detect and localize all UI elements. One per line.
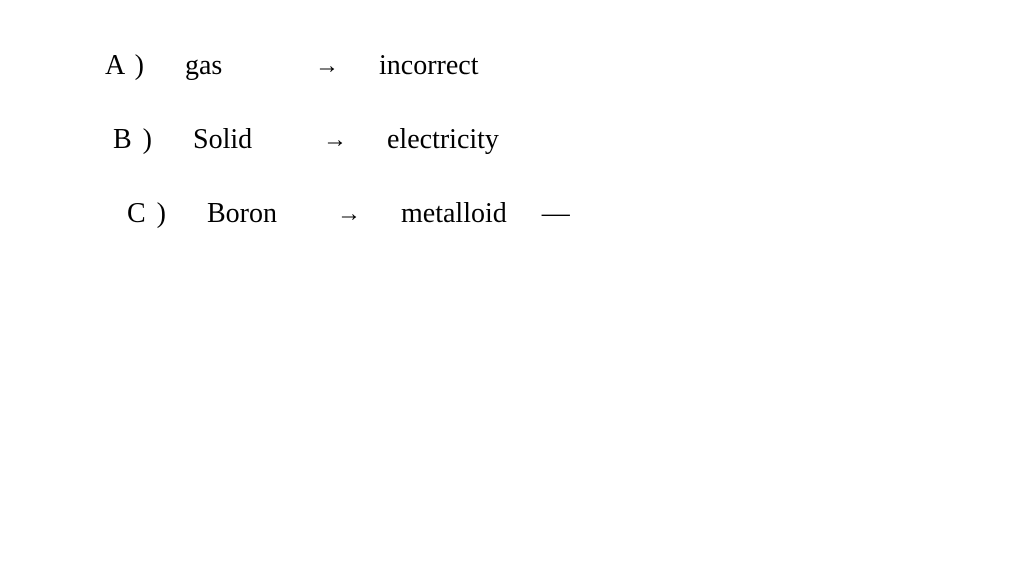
line-result: incorrect <box>379 50 479 82</box>
arrow-icon: → <box>323 127 347 154</box>
line-term: Boron <box>207 198 307 230</box>
note-line-b: B ) Solid → electricity <box>113 124 568 156</box>
line-label: A ) <box>105 50 175 82</box>
line-result: electricity <box>387 124 499 156</box>
line-result: metalloid <box>401 198 507 230</box>
trailing-dash: — <box>542 198 568 230</box>
note-line-c: C ) Boron → metalloid — <box>127 198 568 230</box>
handwritten-notes: A ) gas → incorrect B ) Solid → electric… <box>105 50 568 272</box>
line-term: gas <box>185 50 285 82</box>
note-line-a: A ) gas → incorrect <box>105 50 568 82</box>
arrow-icon: → <box>337 201 361 228</box>
line-label: C ) <box>127 198 197 230</box>
line-label: B ) <box>113 124 183 156</box>
line-term: Solid <box>193 124 293 156</box>
arrow-icon: → <box>315 53 339 80</box>
